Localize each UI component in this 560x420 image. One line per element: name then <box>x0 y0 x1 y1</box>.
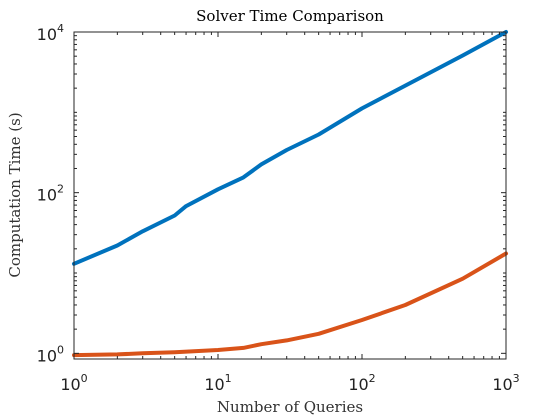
x-tick-label-exponent: 1 <box>225 372 232 385</box>
y-tick-label-exponent: 2 <box>57 183 64 196</box>
plot-frame <box>73 31 507 360</box>
x-tick-label-base: 10 <box>204 375 224 394</box>
series-layer <box>72 30 508 358</box>
y-tick-label-exponent: 0 <box>57 343 64 356</box>
y-tick-label: 100 <box>37 343 64 365</box>
x-tick-label: 100 <box>60 372 87 394</box>
x-tick-label-exponent: 2 <box>369 372 376 385</box>
x-tick-label-exponent: 3 <box>513 372 520 385</box>
y-axis-label: Computation Time (s) <box>6 112 24 277</box>
x-tick-label-base: 10 <box>60 375 80 394</box>
series-line-1 <box>72 30 508 266</box>
x-tick-label-exponent: 0 <box>81 372 88 385</box>
y-tick-label-base: 10 <box>37 346 57 365</box>
x-tick-label-base: 10 <box>348 375 368 394</box>
y-tick-label-base: 10 <box>37 186 57 205</box>
y-tick-label-exponent: 4 <box>57 22 64 35</box>
x-tick-label: 102 <box>348 372 375 394</box>
y-tick-label: 102 <box>37 183 64 205</box>
y-tick-label: 104 <box>37 22 64 44</box>
x-axis-label: Number of Queries <box>217 398 363 416</box>
x-tick-label: 101 <box>204 372 231 394</box>
chart-title: Solver Time Comparison <box>196 7 384 25</box>
x-tick-label: 103 <box>492 372 519 394</box>
series-line-2 <box>72 251 508 358</box>
y-tick-label-base: 10 <box>37 25 57 44</box>
x-tick-label-base: 10 <box>492 375 512 394</box>
